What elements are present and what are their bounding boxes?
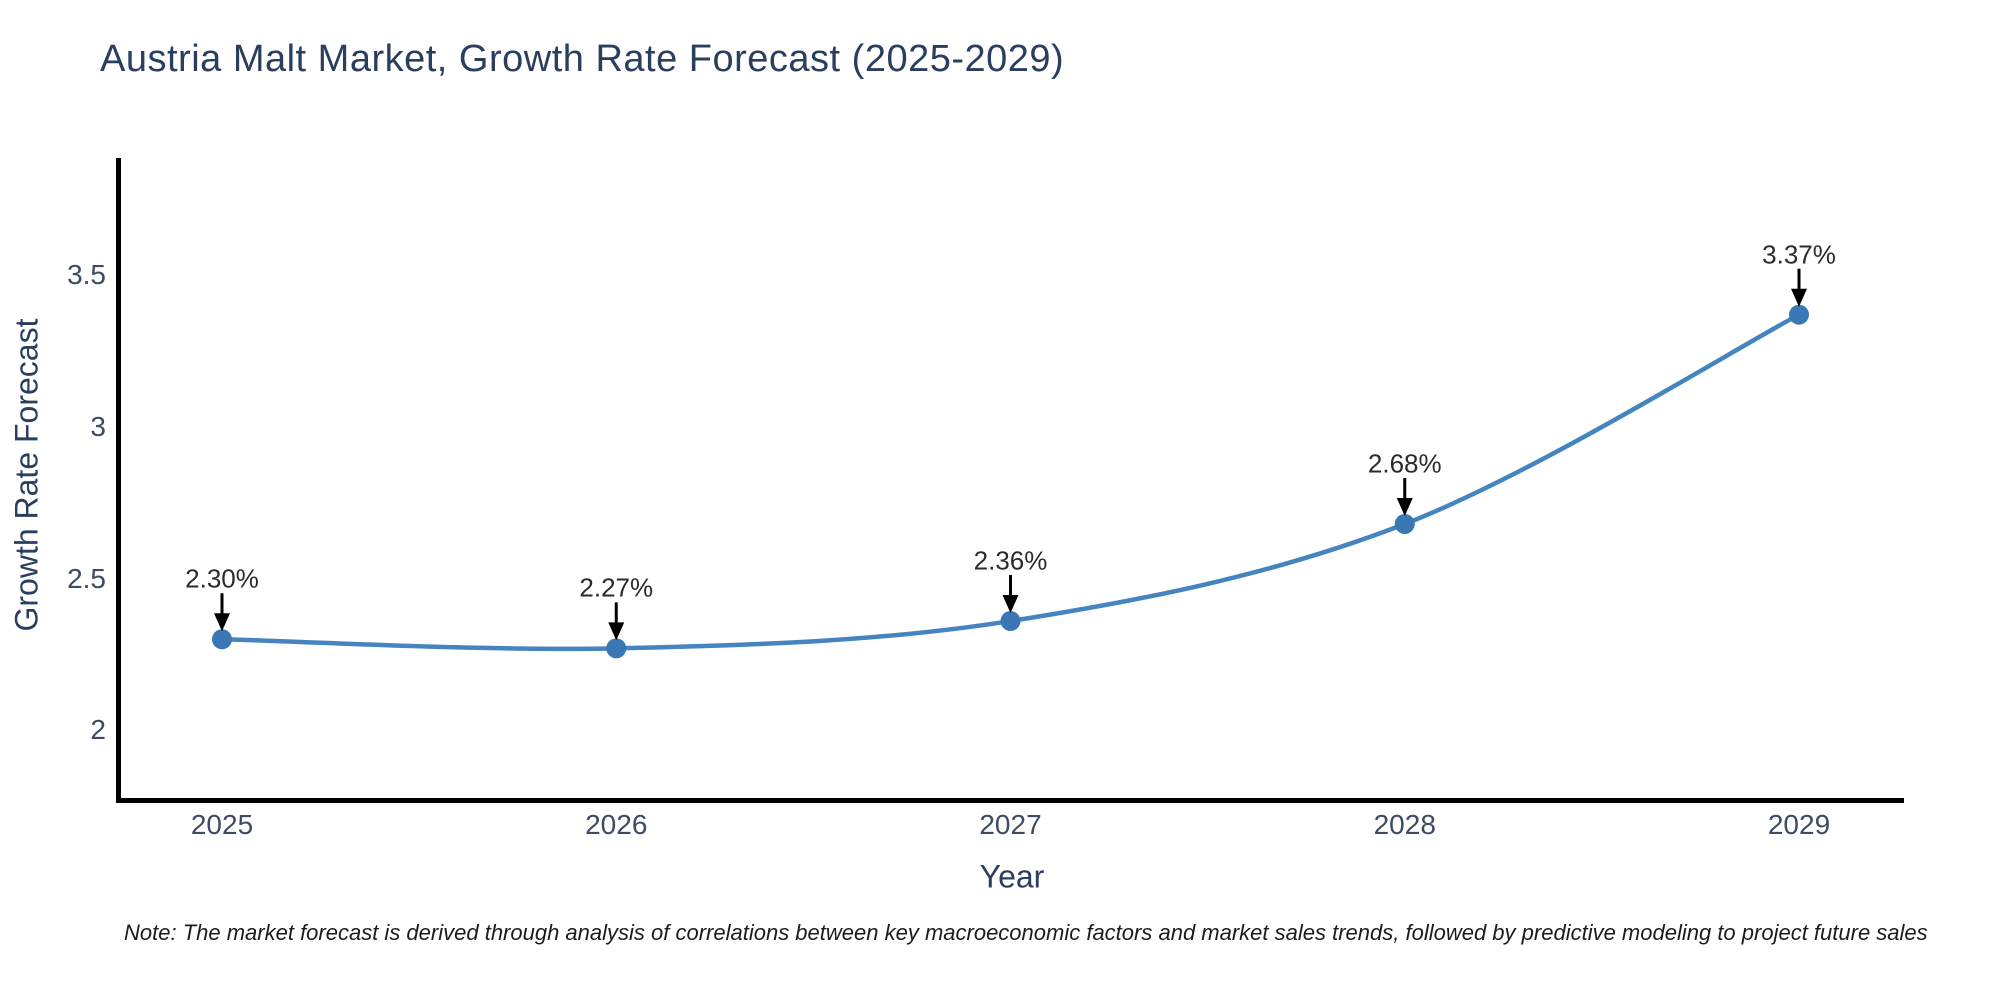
data-point-marker[interactable] [606,638,627,659]
y-axis-spine [116,158,121,803]
y-tick-label: 3.5 [67,259,106,291]
x-axis-spine [116,798,1904,803]
x-tick-label: 2028 [1373,809,1436,840]
annotation-arrow-head [608,622,625,641]
footnote: Note: The market forecast is derived thr… [124,920,1928,945]
data-point-marker[interactable] [1000,611,1021,632]
point-value-label: 2.27% [579,572,654,603]
x-tick-label: 2027 [979,809,1042,840]
y-tick-label: 2.5 [67,562,106,594]
x-tick-label: 2029 [1767,809,1831,840]
point-value-label: 2.68% [1367,448,1442,479]
annotation-arrow-head [214,613,230,632]
point-value-label: 2.36% [973,545,1048,576]
data-point-marker[interactable] [1789,304,1809,325]
point-value-label: 2.30% [185,563,259,594]
x-axis-title: Year [979,858,1045,895]
chart-title: Austria Malt Market, Growth Rate Forecas… [100,38,1065,80]
data-point-marker[interactable] [1394,513,1415,534]
annotation-arrow-head [1396,497,1413,516]
y-tick-label: 3 [90,410,106,442]
annotation-arrow-head [1002,595,1019,614]
y-axis-title: Growth Rate Forecast [8,318,45,632]
x-tick-label: 2025 [190,809,254,840]
x-tick-label: 2026 [585,809,648,840]
data-point-marker[interactable] [212,629,232,650]
point-value-label: 3.37% [1762,239,1836,270]
y-tick-label: 2 [90,714,106,746]
annotation-arrow-head [1791,288,1807,307]
